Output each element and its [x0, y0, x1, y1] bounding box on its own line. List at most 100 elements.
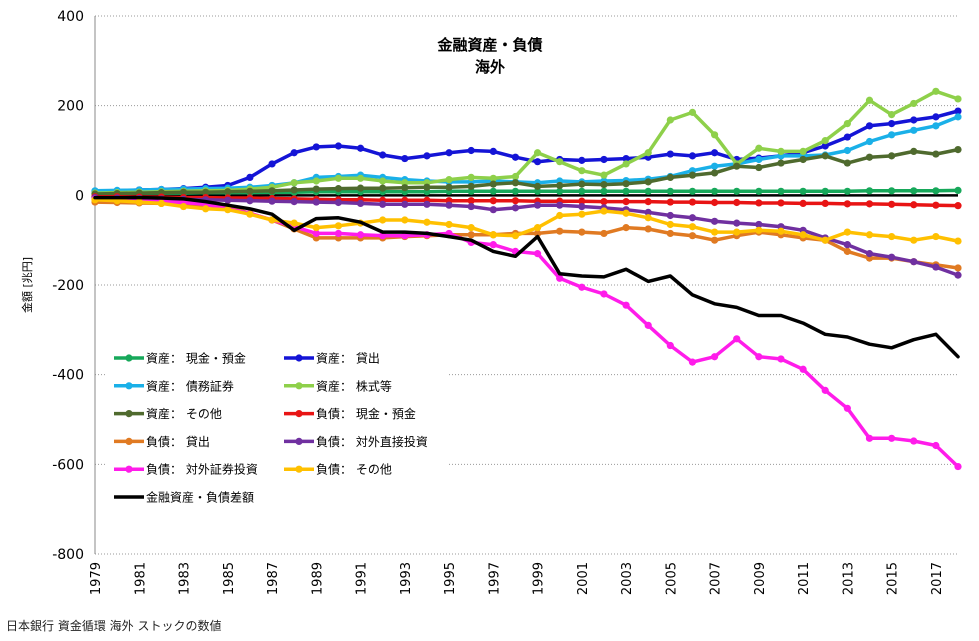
x-tick-label: 1979: [89, 562, 104, 595]
data-point: [578, 167, 586, 175]
data-point: [954, 113, 962, 121]
data-point: [135, 198, 143, 206]
data-point: [578, 283, 586, 291]
data-point: [578, 187, 586, 195]
data-point: [268, 216, 276, 224]
data-point: [865, 434, 874, 442]
data-point: [666, 341, 674, 350]
data-point: [157, 199, 165, 208]
data-point: [179, 188, 188, 196]
legend-marker: [295, 437, 303, 445]
data-point: [710, 236, 719, 244]
data-point: [777, 355, 785, 363]
data-point: [556, 158, 564, 166]
data-point: [224, 196, 232, 204]
data-point: [755, 144, 763, 152]
data-point: [710, 169, 719, 177]
data-point: [821, 199, 829, 208]
data-point: [843, 146, 851, 155]
data-point: [666, 173, 674, 181]
legend-label: 資産： 債務証券: [146, 378, 234, 393]
data-point: [733, 162, 741, 170]
data-point: [710, 228, 719, 236]
data-point: [733, 198, 741, 207]
data-point: [755, 226, 763, 234]
data-point: [600, 155, 608, 164]
data-point: [312, 198, 320, 206]
data-point: [467, 197, 475, 205]
data-point: [578, 156, 586, 164]
series-9: [91, 196, 962, 245]
data-point: [932, 87, 940, 95]
data-point: [312, 177, 320, 185]
legend-label: 負債： その他: [316, 462, 392, 477]
data-point: [888, 187, 896, 195]
data-point: [556, 227, 564, 235]
data-point: [799, 365, 807, 373]
legend-item: 金融資産・負債差額: [114, 490, 254, 505]
data-point: [356, 144, 365, 152]
data-point: [334, 142, 343, 150]
data-point: [888, 232, 896, 241]
data-point: [467, 182, 475, 190]
data-point: [334, 222, 343, 230]
data-point: [666, 150, 674, 158]
data-point: [843, 228, 851, 236]
data-point: [445, 176, 453, 184]
source-note: 日本銀行 資金循環 海外 ストックの数値: [6, 619, 222, 633]
data-point: [688, 358, 697, 366]
data-point: [622, 198, 630, 206]
data-point: [799, 147, 807, 155]
data-point: [467, 202, 475, 211]
data-point: [401, 184, 409, 192]
x-axis-ticks: 1979 1981 1983 1985 1987 1989 1991 1993 1995 1997…: [89, 562, 945, 595]
legend-label: 負債： 貸出: [146, 434, 210, 449]
legend-label: 資産： 現金・預金: [146, 351, 246, 366]
series-line: [93, 89, 960, 195]
data-point: [445, 183, 453, 191]
data-point: [578, 180, 586, 188]
data-point: [379, 216, 387, 224]
data-point: [268, 187, 276, 195]
data-point: [644, 225, 652, 233]
data-point: [954, 271, 962, 279]
series-line: [93, 115, 960, 193]
data-point: [755, 220, 763, 229]
x-tick-label: 1999: [532, 562, 547, 595]
data-point: [489, 241, 497, 249]
data-point: [733, 219, 741, 227]
x-tick-label: 1981: [133, 562, 148, 595]
data-point: [821, 187, 829, 195]
data-point: [467, 146, 475, 155]
data-point: [334, 229, 343, 238]
data-point: [755, 199, 763, 207]
y-tick-label: -800: [52, 547, 84, 563]
legend-label: 資産： 貸出: [316, 351, 380, 366]
data-point: [666, 211, 674, 220]
legend-label: 負債： 現金・預金: [316, 406, 416, 421]
data-point: [777, 199, 785, 207]
data-point: [843, 159, 851, 167]
data-point: [622, 224, 630, 232]
x-tick-label: 2013: [841, 562, 856, 595]
data-point: [710, 353, 719, 361]
data-point: [600, 198, 608, 206]
data-point: [556, 201, 564, 209]
data-point: [312, 143, 320, 151]
legend-marker: [295, 465, 303, 473]
legend-marker: [125, 465, 133, 473]
data-point: [401, 200, 409, 208]
series-line: [93, 109, 960, 194]
data-point: [489, 147, 497, 155]
data-point: [511, 179, 520, 187]
data-point: [865, 250, 874, 258]
data-point: [334, 198, 343, 207]
legend-marker: [125, 354, 133, 362]
data-point: [910, 236, 918, 244]
data-point: [578, 202, 586, 211]
series-line: [93, 195, 960, 277]
series-line: [93, 195, 960, 359]
data-point: [688, 232, 697, 240]
legend-item: 資産： 株式等: [284, 378, 392, 393]
y-tick-label: 400: [57, 9, 84, 25]
